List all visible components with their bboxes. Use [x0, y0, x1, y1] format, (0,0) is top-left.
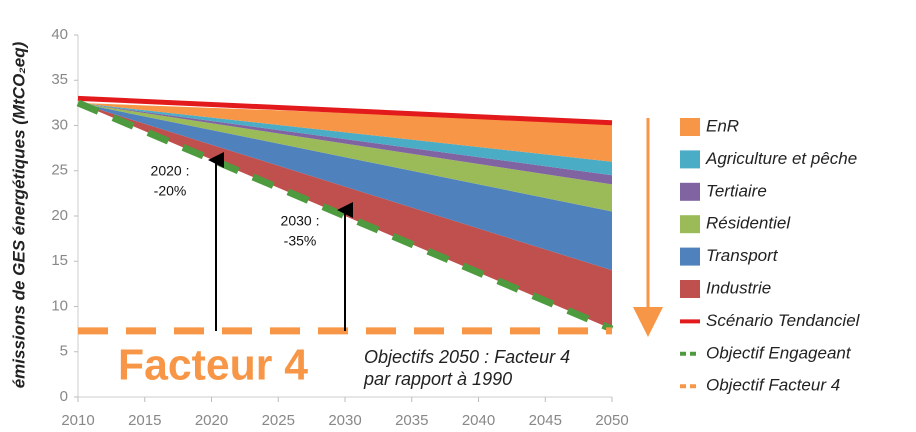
stack-area: [78, 102, 612, 271]
x-tick-label: 2050: [595, 412, 628, 429]
annotation: 2030 :: [281, 213, 320, 229]
x-tick-label: 2040: [462, 412, 495, 429]
note: Objectifs 2050 : Facteur 4: [364, 347, 570, 367]
x-tick-label: 2010: [61, 412, 94, 429]
stack-area: [78, 102, 612, 176]
y-tick-label: 5: [60, 343, 68, 360]
legend-swatch: [680, 280, 700, 298]
y-axis-label: émissions de GES énergétiques (MtCO₂eq): [9, 41, 28, 388]
stack-area: [78, 102, 612, 212]
stack-area: [78, 102, 612, 162]
y-tick-label: 10: [51, 297, 68, 314]
legend-label: Transport: [706, 246, 779, 265]
y-tick-label: 35: [51, 71, 68, 88]
legend-label: Objectif Engageant: [706, 343, 852, 362]
legend-swatch: [680, 182, 700, 201]
note: par rapport à 1990: [363, 369, 512, 389]
line: [76, 99, 614, 333]
x-tick-label: 2020: [195, 412, 228, 429]
x-tick-label: 2045: [529, 412, 562, 429]
x-tick-label: 2035: [395, 412, 428, 429]
y-tick-label: 15: [51, 252, 68, 269]
annotation: -35%: [284, 233, 317, 249]
legend-label: EnR: [706, 116, 739, 135]
legend-swatch: [680, 118, 700, 136]
big-label: Facteur 4: [118, 341, 309, 390]
x-tick-label: 2015: [128, 412, 161, 429]
x-tick-label: 2025: [262, 412, 295, 429]
line: [77, 95, 613, 126]
legend-label: Résidentiel: [706, 214, 791, 233]
y-tick-label: 30: [51, 116, 68, 133]
x-tick-label: 2030: [328, 412, 361, 429]
y-tick-label: 25: [51, 162, 68, 179]
legend-label: Agriculture et pêche: [705, 149, 857, 168]
legend-label: Scénario Tendanciel: [706, 311, 861, 330]
stack-area: [78, 102, 612, 185]
annotation: 2020 :: [151, 163, 190, 179]
annotation: -20%: [154, 183, 187, 199]
y-tick-label: 20: [51, 207, 68, 224]
y-tick-label: 0: [60, 388, 68, 405]
legend-swatch: [680, 215, 700, 234]
legend-label: Objectif Facteur 4: [706, 376, 840, 395]
legend-label: Tertiaire: [706, 181, 767, 200]
y-tick-label: 40: [51, 26, 68, 43]
legend-label: Industrie: [706, 278, 771, 297]
legend-swatch: [680, 247, 700, 266]
legend-swatch: [680, 150, 700, 169]
